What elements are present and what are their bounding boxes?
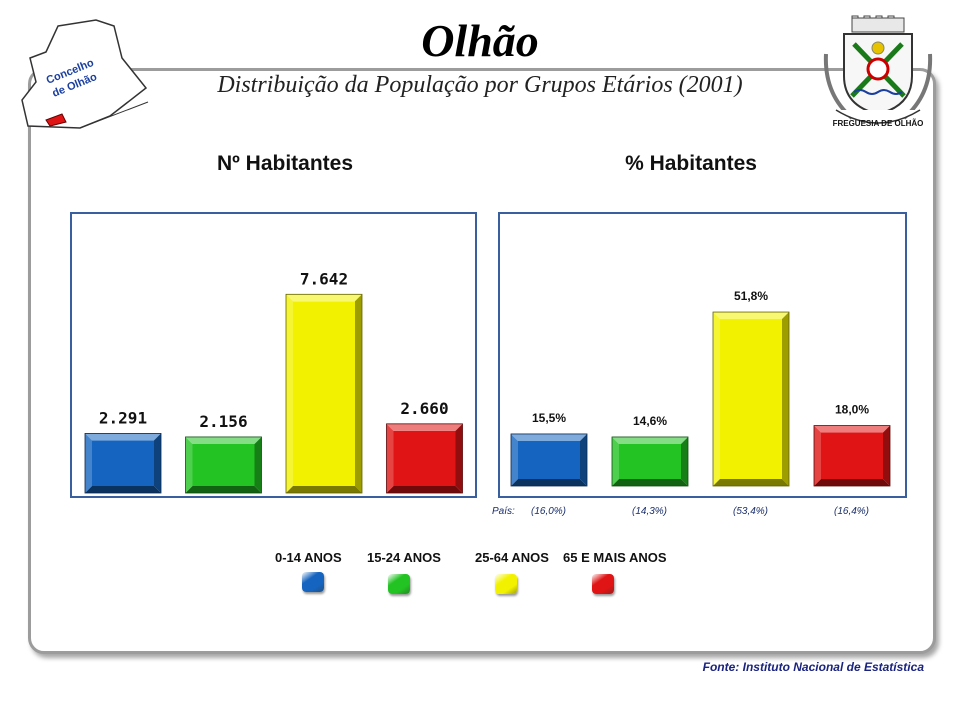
page-subtitle: Distribuição da População por Grupos Etá… [217,72,743,98]
data-label: 14,6% [633,414,667,428]
data-label: 2.291 [99,408,147,427]
data-label: 2.660 [400,399,448,418]
bar [185,436,262,494]
legend-swatch-green [388,574,410,594]
bar [611,436,689,487]
data-label: 51,8% [734,289,768,303]
legend-label: 65 E MAIS ANOS [563,550,667,565]
coat-of-arms-icon: FREGUESIA DE OLHÃO [823,15,933,128]
bar [285,293,363,494]
data-label: 7.642 [300,269,348,288]
right-chart-heading: % Habitantes [625,152,757,175]
habitantes-percent-chart: 15,5% 14,6% 51,8% 18,0% [510,289,891,487]
habitantes-count-chart: 2.291 2.156 7.642 2.660 [84,269,463,494]
legend-label: 15-24 ANOS [367,550,441,565]
left-chart-heading: Nº Habitantes [216,152,354,175]
data-label: 2.156 [199,412,247,431]
pais-label: País: [492,506,515,517]
bar [712,311,790,487]
pais-value: (14,3%) [632,506,668,517]
bar [813,425,891,487]
source-note: Fonte: Instituto Nacional de Estatística [702,660,924,674]
data-label: 18,0% [835,403,869,417]
bar [386,423,463,494]
legend-swatch-yellow [495,574,517,594]
pais-value: (16,0%) [531,506,567,517]
bar [84,433,162,494]
legend-label: 25-64 ANOS [475,550,549,565]
legend-label: 0-14 ANOS [275,550,342,565]
page-title: Olhão [421,15,539,66]
data-label: 15,5% [532,411,566,425]
pais-value: (53,4%) [733,506,769,517]
crest-label: FREGUESIA DE OLHÃO [833,119,924,128]
legend-swatch-red [592,574,614,594]
pais-value: (16,4%) [834,506,870,517]
bar [510,433,588,487]
concelho-map-icon: Concelho de Olhão [21,19,149,129]
legend-swatch-blue [302,572,324,592]
